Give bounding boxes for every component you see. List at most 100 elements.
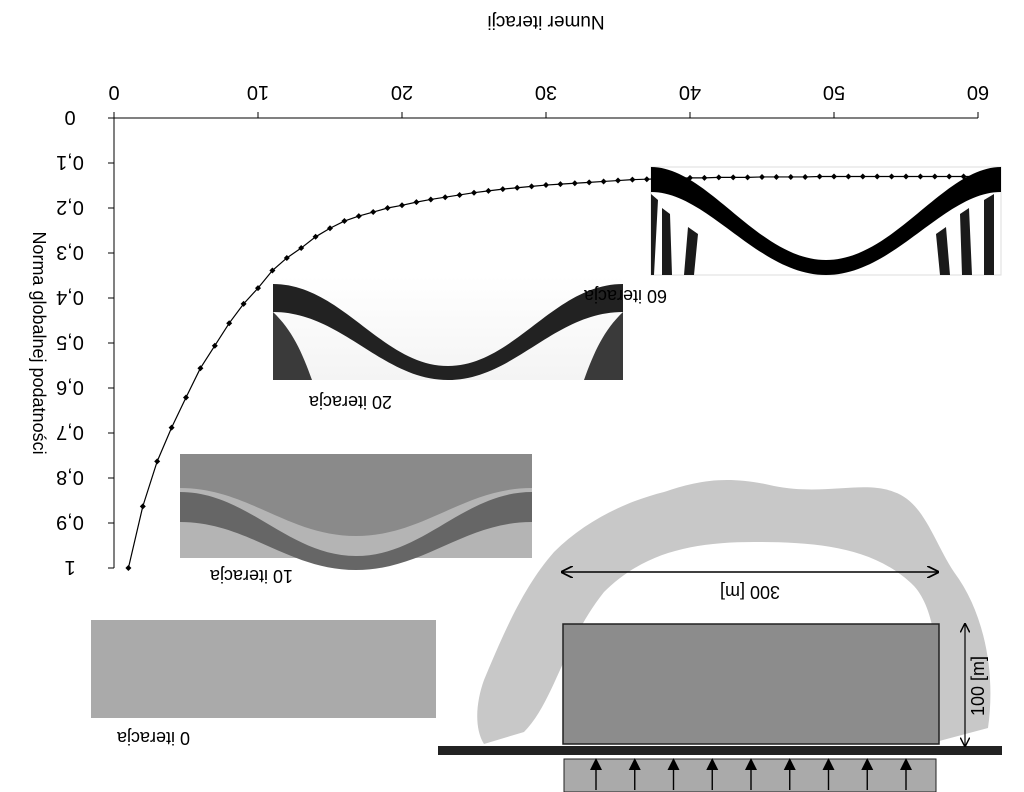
data-point (298, 245, 305, 252)
data-point (341, 218, 348, 225)
load-arrow-head (783, 758, 796, 770)
data-point (802, 173, 809, 180)
data-point (327, 225, 333, 232)
data-point (499, 186, 506, 193)
load-arrow-head (667, 758, 680, 770)
data-point (442, 194, 449, 201)
load-arrow-head (628, 758, 641, 770)
data-point (831, 173, 837, 180)
data-point (269, 267, 276, 274)
load-arrow-head (590, 758, 602, 770)
snapshot-60-label: 60 iteracja (583, 286, 667, 306)
data-point (427, 196, 434, 203)
y-tick-label: 0,7 (56, 421, 84, 443)
snapshot-20-bars (273, 312, 623, 380)
snapshot-iteration-60: 60 iteracja (583, 166, 1002, 306)
snapshot-10-beam (180, 454, 532, 536)
data-point (226, 320, 233, 327)
y-tick-label: 1 (64, 556, 75, 578)
support-rail (438, 746, 1002, 755)
data-point (658, 175, 665, 182)
y-tick-label: 0,2 (56, 196, 84, 218)
data-point (975, 173, 981, 180)
data-point (211, 342, 218, 349)
data-point (888, 173, 895, 180)
x-tick-label: 40 (679, 81, 701, 103)
data-point (283, 254, 290, 261)
data-point (773, 173, 780, 180)
data-point (759, 173, 765, 180)
axes: 0 10 20 30 40 50 60 00,10,20,30,40,50,60,70,80… (56, 81, 989, 578)
data-point (917, 173, 924, 180)
x-tick-label: 50 (823, 81, 845, 103)
data-point (255, 285, 261, 292)
x-axis-title: Numer iteracji (487, 11, 604, 32)
domain-box (562, 623, 940, 745)
snapshot-20-label: 20 iteracja (308, 392, 392, 412)
data-point (787, 173, 794, 180)
x-ticks: 0 10 20 30 40 50 60 (108, 81, 989, 118)
snapshot-iteration-0: 0 iteracja (91, 620, 436, 748)
data-point (903, 173, 909, 180)
y-tick-label: 0,1 (56, 151, 84, 173)
data-point (543, 182, 549, 189)
data-point (859, 173, 866, 180)
y-tick-label: 0,9 (56, 511, 84, 533)
data-point (399, 202, 405, 209)
data-point (154, 458, 161, 465)
snapshot-10-label: 10 iteracja (209, 566, 293, 586)
snapshot-iteration-10: 10 iteracja (180, 454, 532, 586)
data-point (643, 176, 650, 183)
data-point (355, 213, 362, 220)
data-point (845, 173, 852, 180)
data-point (600, 178, 607, 185)
data-point (125, 565, 132, 571)
x-tick-label: 20 (391, 81, 413, 103)
y-tick-label: 0 (64, 106, 75, 128)
data-point (672, 175, 679, 182)
snapshot-10-topology (180, 492, 532, 570)
snapshot-60-struts (651, 194, 994, 275)
data-point (715, 174, 722, 181)
snapshot-20-topology (273, 284, 623, 380)
y-tick-label: 0,8 (56, 466, 84, 488)
y-axis-title: Norma globalnej podatności (29, 231, 49, 454)
y-tick-label: 0,4 (56, 286, 84, 308)
load-arrows (590, 758, 912, 790)
x-tick-label: 60 (967, 81, 989, 103)
x-tick-label: 30 (535, 81, 557, 103)
series-layer (125, 173, 981, 571)
data-point (557, 181, 564, 188)
width-label: 300 [m] (720, 582, 780, 602)
data-point (312, 233, 319, 240)
y-tick-label: 0,5 (56, 331, 84, 353)
data-point (744, 174, 751, 181)
load-arrow-head (706, 758, 719, 770)
data-point (960, 173, 967, 180)
load-arrow-head (745, 758, 757, 770)
snapshot-0-domain (91, 620, 436, 718)
data-point (874, 173, 881, 180)
data-point (931, 173, 938, 180)
data-point (240, 300, 247, 307)
data-point (571, 180, 578, 187)
data-point (946, 173, 953, 180)
data-point (485, 187, 492, 194)
x-tick-label: 0 (108, 81, 119, 103)
snapshot-iteration-20: 20 iteracja (273, 276, 623, 412)
data-point (370, 209, 377, 216)
data-point (687, 174, 693, 181)
data-point (528, 183, 535, 190)
x-tick-label: 10 (247, 81, 269, 103)
data-point (413, 199, 420, 206)
data-point (701, 174, 708, 181)
height-label: 100 [m] (968, 656, 988, 716)
data-point (514, 184, 521, 191)
data-point (816, 173, 823, 180)
y-ticks: 0 0,1 0,2 0,3 0,4 0,5 0,6 0,7 0,8 0,9 1 (56, 106, 114, 578)
load-arrow-head (822, 758, 835, 770)
load-arrow-head (900, 758, 912, 770)
domain-shadow (477, 479, 991, 744)
